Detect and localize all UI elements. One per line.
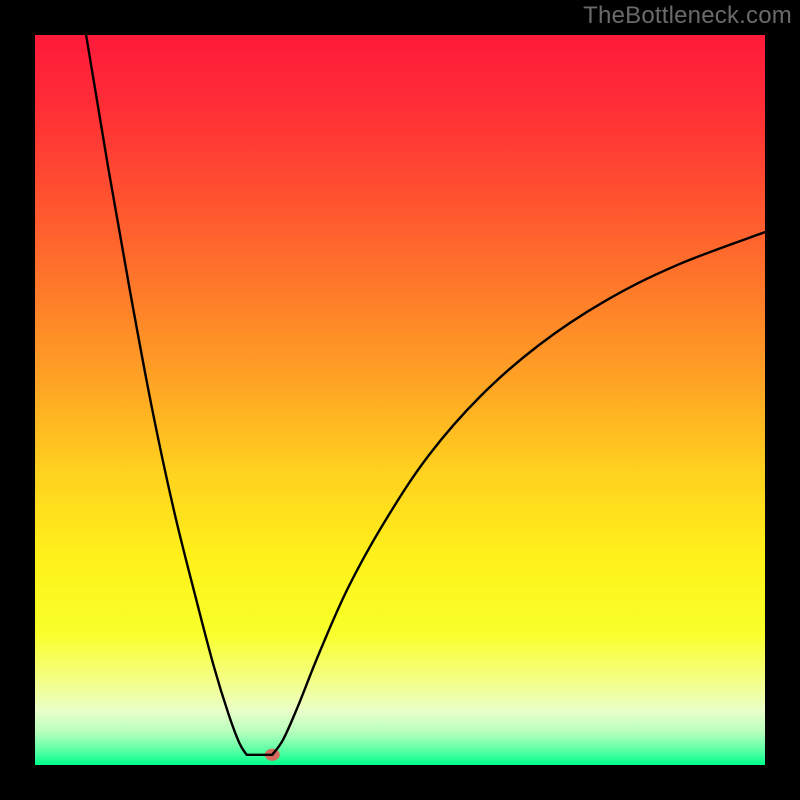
watermark-text: TheBottleneck.com	[583, 2, 792, 30]
bottleneck-chart	[35, 35, 765, 765]
gradient-background	[35, 35, 765, 765]
chart-svg	[35, 35, 765, 765]
